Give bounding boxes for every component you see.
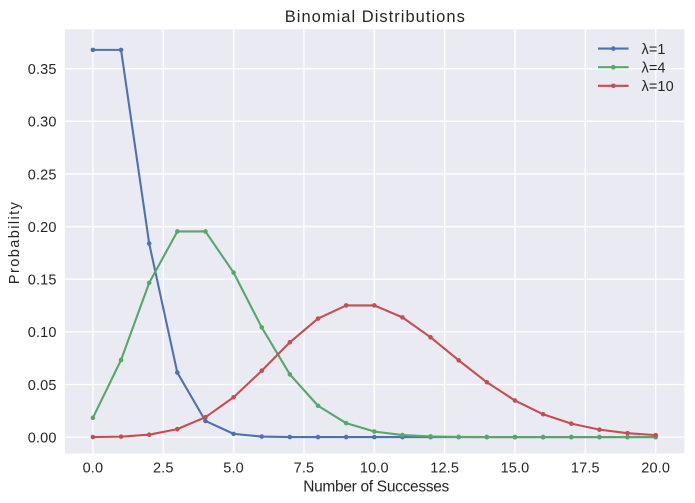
svg-text:0.00: 0.00 xyxy=(28,430,57,446)
svg-text:2.5: 2.5 xyxy=(153,460,174,476)
svg-text:λ=1: λ=1 xyxy=(642,42,666,58)
svg-text:7.5: 7.5 xyxy=(294,460,315,476)
svg-text:0.05: 0.05 xyxy=(28,378,57,394)
svg-text:5.0: 5.0 xyxy=(223,460,244,476)
svg-text:λ=10: λ=10 xyxy=(642,79,674,95)
svg-text:12.5: 12.5 xyxy=(430,460,459,476)
svg-text:15.0: 15.0 xyxy=(501,460,530,476)
svg-text:10.0: 10.0 xyxy=(360,460,389,476)
svg-text:0.35: 0.35 xyxy=(28,62,57,78)
svg-text:Probability: Probability xyxy=(7,201,23,284)
svg-text:0.30: 0.30 xyxy=(28,115,57,131)
svg-text:Number of Successes: Number of Successes xyxy=(303,479,449,496)
svg-text:17.5: 17.5 xyxy=(571,460,600,476)
svg-text:0.0: 0.0 xyxy=(83,460,104,476)
svg-text:0.20: 0.20 xyxy=(28,220,57,236)
svg-text:20.0: 20.0 xyxy=(641,460,670,476)
svg-text:Binomial Distributions: Binomial Distributions xyxy=(285,8,466,26)
svg-text:0.25: 0.25 xyxy=(28,167,57,183)
svg-text:0.15: 0.15 xyxy=(28,273,57,289)
svg-text:λ=4: λ=4 xyxy=(642,61,666,77)
svg-text:0.10: 0.10 xyxy=(28,325,57,341)
